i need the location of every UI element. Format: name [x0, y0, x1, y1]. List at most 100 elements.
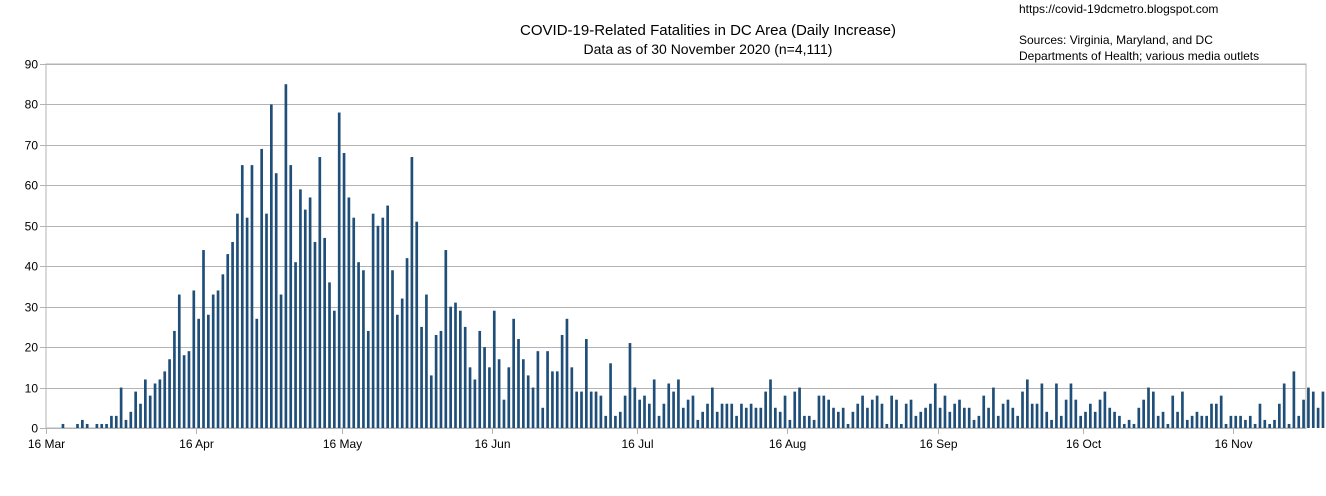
bar: [1244, 419, 1247, 428]
x-tick-label: 16 May: [323, 437, 362, 451]
bar: [546, 351, 549, 428]
bar: [240, 165, 244, 429]
bar: [236, 213, 239, 428]
bar: [362, 270, 365, 428]
bar: [807, 415, 811, 428]
bar: [798, 387, 801, 428]
bar: [454, 302, 457, 428]
y-tick-label: 60: [25, 179, 39, 193]
bar: [1307, 387, 1310, 428]
bar: [677, 379, 680, 428]
bar: [216, 290, 220, 428]
bar: [1190, 415, 1194, 428]
bar: [904, 403, 908, 428]
bar: [391, 270, 394, 428]
bar: [846, 423, 850, 428]
bar: [977, 415, 981, 428]
bar: [589, 391, 593, 428]
bar: [536, 351, 540, 428]
plot-frame: [45, 63, 1307, 429]
bar: [100, 423, 104, 428]
bar: [948, 411, 952, 428]
bar: [284, 84, 288, 428]
bar: [1171, 395, 1175, 428]
bar: [323, 237, 326, 428]
bar: [294, 262, 297, 428]
bar: [672, 391, 675, 428]
bar: [1132, 423, 1136, 428]
bar: [1093, 411, 1097, 428]
bar: [182, 355, 186, 428]
bar: [105, 423, 108, 428]
bar: [982, 395, 986, 428]
bar: [429, 375, 433, 428]
y-tick-label: 30: [25, 301, 39, 315]
bar: [405, 258, 409, 428]
bar: [1001, 403, 1005, 428]
bar: [895, 399, 898, 428]
bar: [861, 395, 864, 428]
bar: [357, 262, 360, 428]
bar: [933, 383, 937, 428]
bar: [706, 403, 709, 428]
y-axis: 0 10 20 30 40 50 60 70 80 90: [25, 58, 46, 436]
bar: [715, 411, 719, 428]
bar: [1098, 399, 1102, 428]
y-tick-label: 90: [25, 58, 39, 72]
bar: [575, 391, 578, 428]
bar: [187, 351, 191, 428]
bar: [691, 395, 695, 428]
bar: [580, 391, 583, 428]
y-tick-label: 0: [31, 422, 38, 436]
bar: [929, 403, 932, 428]
bar: [76, 423, 79, 428]
bar: [376, 225, 380, 428]
bar: [1016, 415, 1019, 428]
bar: [1089, 403, 1092, 428]
bar: [996, 415, 1000, 428]
bar: [992, 387, 995, 428]
bar: [1152, 391, 1155, 428]
x-tick-label: 16 Nov: [1214, 437, 1252, 451]
sources-line-2: Departments of Health; various media out…: [1019, 49, 1260, 63]
bar: [110, 415, 113, 428]
bar: [1316, 407, 1320, 428]
bar: [231, 241, 234, 428]
bar: [633, 387, 637, 428]
gridlines: [45, 63, 1307, 429]
bar: [134, 391, 137, 428]
bar: [662, 403, 666, 428]
bar: [303, 209, 307, 428]
bar: [885, 423, 889, 428]
bar: [483, 347, 486, 428]
x-tick-label: 16 Jun: [474, 437, 510, 451]
bar: [197, 318, 200, 428]
bar: [1210, 403, 1213, 428]
bar: [1181, 391, 1184, 428]
bar: [1282, 383, 1286, 428]
bar: [168, 359, 171, 428]
bar: [299, 189, 302, 428]
bar: [963, 407, 966, 428]
bar: [1142, 399, 1145, 428]
y-tick-label: 40: [25, 260, 39, 274]
bar: [255, 318, 259, 428]
y-tick-label: 10: [25, 382, 39, 396]
bar: [783, 395, 787, 428]
bar: [444, 250, 448, 428]
bar: [1248, 415, 1252, 428]
bar: [1084, 411, 1087, 428]
bar: [488, 367, 491, 428]
bar: [439, 330, 443, 428]
x-tick-label: 16 Oct: [1066, 437, 1102, 451]
bar: [1263, 419, 1267, 428]
bar: [1122, 423, 1126, 428]
bar: [648, 403, 651, 428]
bar: [211, 294, 215, 428]
bar: [599, 395, 603, 428]
bar: [492, 310, 496, 428]
bar: [129, 411, 133, 428]
bar: [657, 415, 661, 428]
bar: [1273, 419, 1276, 428]
